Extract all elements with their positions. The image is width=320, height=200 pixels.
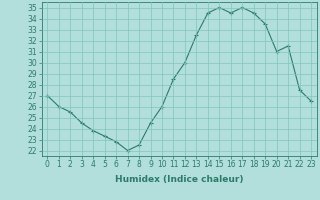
X-axis label: Humidex (Indice chaleur): Humidex (Indice chaleur): [115, 175, 244, 184]
